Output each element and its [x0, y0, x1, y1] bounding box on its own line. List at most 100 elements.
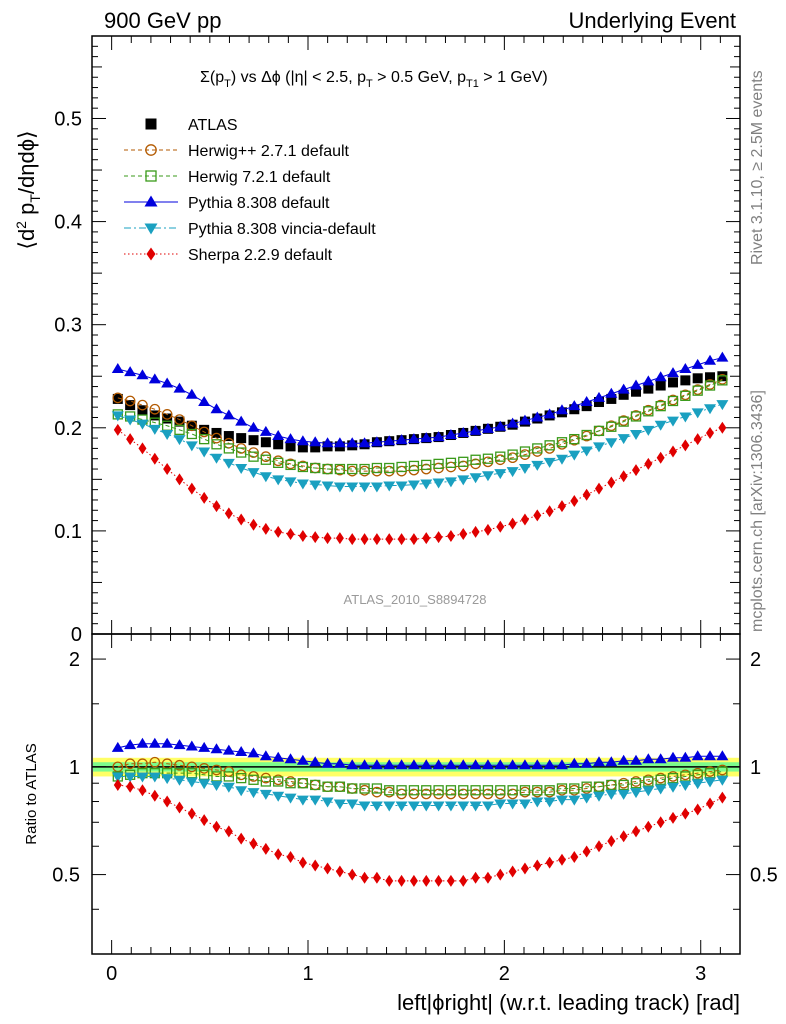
series-4-ratio-point: [518, 799, 531, 810]
series-2-ratio-point: [507, 785, 518, 796]
series-0-point: [297, 442, 308, 453]
series-2-point: [396, 461, 407, 473]
series-4-point: [704, 404, 717, 415]
series-2-point: [717, 375, 728, 386]
series-0-point: [705, 372, 716, 383]
series-5-ratio-point: [224, 825, 233, 838]
series-3-ratio-point: [654, 753, 667, 764]
series-5-point: [582, 488, 591, 501]
series-5-ratio-point: [471, 871, 480, 884]
series-2-point: [359, 463, 370, 475]
series-4-ratio-point: [235, 786, 248, 797]
series-5-point: [286, 527, 295, 540]
series-3-ratio-point: [247, 747, 260, 758]
series-5-ratio-point: [582, 845, 591, 858]
series-4-ratio-point: [432, 801, 445, 812]
series-0-point: [260, 437, 271, 448]
series-3-point: [617, 383, 630, 394]
series-0-point: [631, 386, 642, 397]
series-5-point: [619, 470, 628, 483]
series-4-point: [481, 471, 494, 482]
series-4-ratio-point: [173, 775, 186, 786]
series-3-point: [136, 369, 149, 380]
series-5-ratio-point: [348, 868, 357, 881]
series-2-ratio-point: [273, 776, 284, 787]
series-4-ratio-point: [531, 797, 544, 808]
series-2-point: [643, 406, 654, 417]
series-4-ratio-point: [642, 786, 655, 797]
series-4-point: [173, 435, 186, 446]
series-2-ratio-point: [248, 774, 259, 785]
ylabel-sub: T: [27, 194, 43, 203]
series-4-ratio-point: [704, 777, 717, 788]
series-2-point: [211, 439, 222, 450]
series-4-point: [272, 475, 285, 486]
series-3-ratio-point: [704, 750, 717, 761]
series-4-ratio-point: [481, 801, 494, 812]
plot-title-sub1: T: [224, 78, 231, 90]
series-4-ratio-point: [272, 791, 285, 802]
plot-title-main: Σ(p: [200, 69, 224, 86]
y-tick-label-ratio-left: 2: [69, 649, 80, 671]
y-tick-label-ratio-right: 2: [750, 649, 761, 671]
series-5-point: [533, 509, 542, 522]
series-2-ratio-point: [618, 779, 629, 791]
series-5-ratio-point: [706, 797, 715, 810]
series-5-point: [570, 494, 579, 507]
series-3-ratio-point: [667, 751, 680, 762]
series-5-point: [187, 482, 196, 495]
series-5-ratio-line: [117, 784, 723, 882]
series-2-point: [236, 447, 247, 458]
series-5-ratio-point: [570, 850, 579, 863]
series-4-ratio-point: [284, 793, 297, 804]
series-4-ratio-point: [506, 799, 519, 810]
series-5-ratio-point: [138, 784, 147, 797]
series-5-ratio-point: [335, 865, 344, 878]
series-0-point: [655, 380, 666, 391]
series-3-point: [148, 373, 161, 384]
series-1-point: [272, 455, 284, 467]
series-4-point: [407, 480, 420, 491]
series-2-point: [630, 411, 642, 422]
series-5-point: [644, 457, 653, 470]
series-3-ratio-point: [333, 757, 346, 768]
series-3-ratio-point: [518, 759, 531, 770]
series-4-point: [543, 457, 556, 468]
series-4-ratio-point: [370, 801, 383, 812]
series-5-point: [175, 473, 184, 486]
series-5-point: [138, 442, 147, 455]
series-3-point: [247, 421, 260, 432]
series-3-ratio-point: [370, 759, 383, 770]
series-5-point: [446, 530, 455, 543]
series-1-ratio-point: [174, 759, 185, 771]
series-3-ratio-point: [346, 759, 359, 770]
series-2-point: [458, 456, 469, 467]
series-3-point: [704, 354, 717, 365]
series-4-ratio-point: [333, 799, 346, 810]
series-3-ratio-point: [296, 754, 309, 765]
series-2-point: [322, 463, 333, 475]
series-5-ratio-point: [286, 850, 295, 863]
series-0-point: [581, 401, 592, 412]
series-5-ratio-point: [150, 789, 159, 802]
series-5-ratio-point: [187, 807, 196, 820]
series-5-point: [200, 491, 209, 504]
series-3-point: [568, 400, 581, 411]
series-0-point: [680, 375, 691, 386]
series-5-point: [323, 532, 332, 545]
series-2-point: [260, 454, 272, 465]
series-4-ratio-point: [592, 791, 605, 802]
series-4-ratio-point: [444, 801, 457, 812]
series-3-ratio-point: [173, 739, 186, 750]
series-0-point: [606, 393, 617, 404]
series-4-ratio-point: [210, 780, 223, 791]
series-3-point: [605, 387, 618, 398]
y-axis-label-top: ⟨d2 pT/dηdϕ⟩: [13, 130, 43, 249]
series-4-point: [284, 477, 297, 488]
series-5-ratio-point: [681, 807, 690, 820]
series-0-point: [310, 442, 321, 453]
series-4-ratio-point: [605, 789, 618, 800]
series-3-point: [555, 404, 568, 415]
series-4-ratio-point: [555, 795, 568, 806]
series-0-point: [112, 393, 123, 404]
